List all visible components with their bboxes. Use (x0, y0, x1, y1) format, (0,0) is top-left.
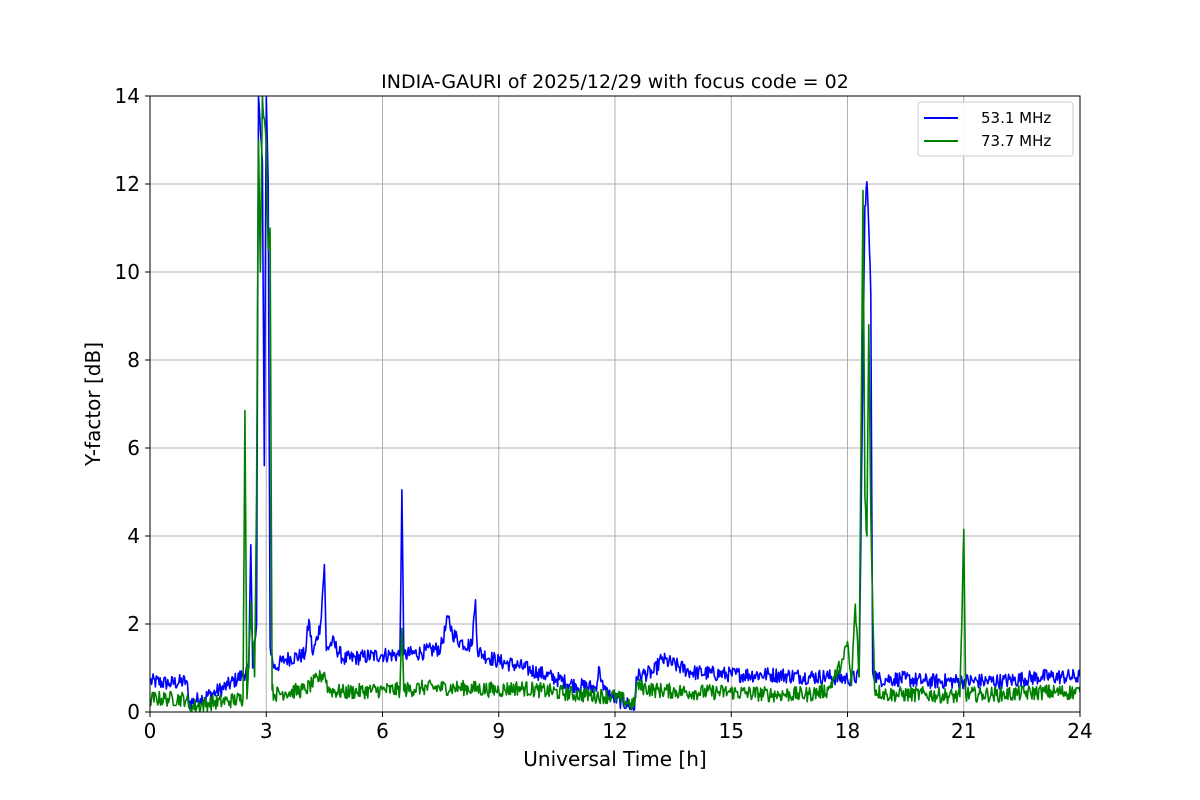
y-tick-label: 8 (127, 348, 140, 372)
y-axis-label: Y-factor [dB] (81, 342, 105, 467)
series-line-53-1-mhz (150, 96, 1080, 711)
x-tick-label: 18 (835, 719, 860, 743)
legend-label-53mhz: 53.1 MHz (981, 109, 1051, 127)
y-tick-label: 6 (127, 436, 140, 460)
legend-label-73mhz: 73.7 MHz (981, 132, 1051, 150)
x-tick-label: 0 (144, 719, 157, 743)
x-tick-label: 21 (951, 719, 976, 743)
x-tick-label: 6 (376, 719, 389, 743)
x-tick-label: 24 (1067, 719, 1092, 743)
x-axis-label: Universal Time [h] (523, 747, 706, 771)
x-tick-label: 15 (719, 719, 744, 743)
x-tick-label: 3 (260, 719, 273, 743)
x-tick-label: 12 (602, 719, 627, 743)
y-tick-label: 10 (115, 260, 140, 284)
legend-box (917, 101, 1074, 157)
y-tick-label: 14 (115, 84, 140, 108)
series-layer (150, 96, 1080, 712)
y-tick-label: 4 (127, 524, 140, 548)
y-tick-label: 0 (127, 700, 140, 724)
x-tick-label: 9 (492, 719, 505, 743)
series-line-73-7-mhz (150, 96, 1080, 712)
chart-title: INDIA-GAURI of 2025/12/29 with focus cod… (381, 71, 849, 93)
legend: 53.1 MHz 73.7 MHz (917, 101, 1074, 157)
y-tick-label: 2 (127, 612, 140, 636)
y-tick-label: 12 (115, 172, 140, 196)
